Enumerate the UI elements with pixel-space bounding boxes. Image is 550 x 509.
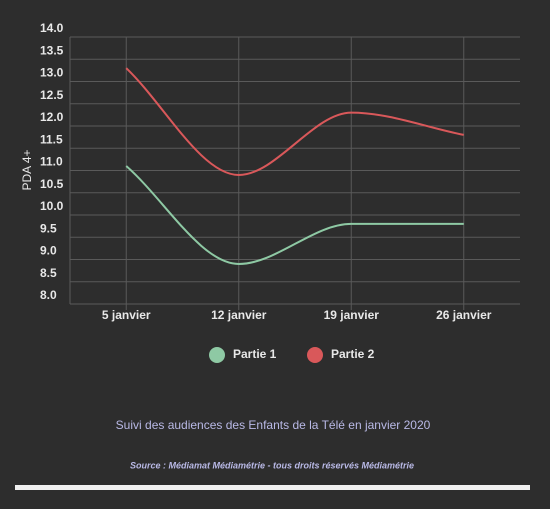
y-tick-label: 12.5: [40, 88, 64, 102]
line: [125, 165, 464, 265]
y-tick-label: 13.5: [40, 43, 64, 57]
legend-marker: [307, 347, 323, 363]
y-tick-label: 10.5: [40, 177, 64, 191]
x-tick-label: 5 janvier: [102, 308, 151, 322]
x-tick-label: 26 janvier: [436, 308, 492, 322]
y-axis-title: PDA 4+: [20, 149, 34, 190]
legend-label: Partie 2: [331, 347, 375, 361]
footer-bar: [15, 485, 530, 490]
legend-marker: [209, 347, 225, 363]
y-tick-label: 13.0: [40, 66, 64, 80]
chart-title: Suivi des audiences des Enfants de la Té…: [116, 418, 431, 432]
x-tick-label: 12 janvier: [211, 308, 267, 322]
y-tick-label: 12.0: [40, 110, 64, 124]
y-tick-label: 9.5: [40, 221, 57, 235]
y-tick-label: 11.5: [40, 132, 63, 146]
y-tick-label: 8.5: [40, 266, 57, 280]
y-tick-label: 11.0: [40, 155, 63, 169]
legend-label: Partie 1: [233, 347, 277, 361]
y-tick-label: 10.0: [40, 199, 64, 213]
line: [125, 67, 464, 176]
source: Source : Médiamat Médiamétrie - tous dro…: [130, 460, 414, 470]
y-tick-label: 9.0: [40, 244, 57, 258]
y-tick-label: 14.0: [40, 21, 64, 35]
x-tick-label: 19 janvier: [324, 308, 380, 322]
y-tick-label: 8.0: [40, 288, 57, 302]
